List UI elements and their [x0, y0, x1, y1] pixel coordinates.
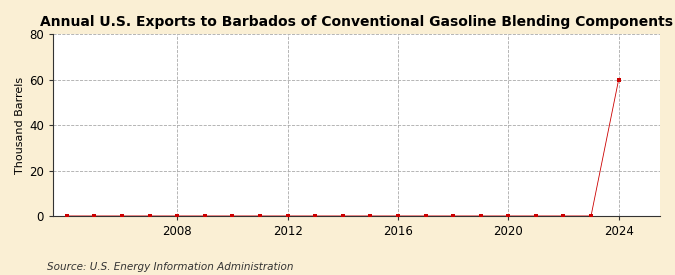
Y-axis label: Thousand Barrels: Thousand Barrels [15, 77, 25, 174]
Text: Source: U.S. Energy Information Administration: Source: U.S. Energy Information Administ… [47, 262, 294, 272]
Title: Annual U.S. Exports to Barbados of Conventional Gasoline Blending Components: Annual U.S. Exports to Barbados of Conve… [40, 15, 673, 29]
